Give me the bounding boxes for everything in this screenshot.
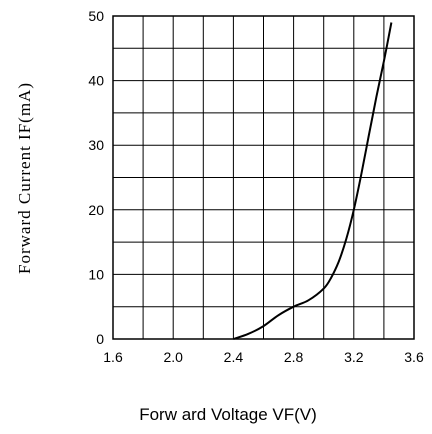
- y-tick-label: 20: [88, 202, 104, 218]
- iv-curve-line: [233, 22, 393, 340]
- grid: [113, 16, 414, 339]
- y-tick-label: 10: [88, 266, 104, 282]
- x-tick-label: 2.8: [284, 349, 304, 365]
- x-tick-label: 2.4: [224, 349, 244, 365]
- x-tick-label: 2.0: [163, 349, 183, 365]
- x-tick-label: 3.2: [344, 349, 364, 365]
- x-tick-label: 1.6: [103, 349, 123, 365]
- x-axis-title: Forw ard Voltage VF(V): [139, 405, 317, 424]
- y-tick-label: 40: [88, 73, 104, 89]
- x-tick-labels: 1.6 2.0 2.4 2.8 3.2 3.6: [103, 349, 424, 365]
- plot-border: [112, 15, 415, 340]
- x-tick-label: 3.6: [404, 349, 424, 365]
- y-tick-label: 30: [88, 137, 104, 153]
- y-axis-title: Forward Current IF(mA): [15, 82, 34, 274]
- y-tick-label: 0: [96, 331, 104, 347]
- y-tick-labels: 0 10 20 30 40 50: [88, 8, 104, 347]
- y-tick-label: 50: [88, 8, 104, 24]
